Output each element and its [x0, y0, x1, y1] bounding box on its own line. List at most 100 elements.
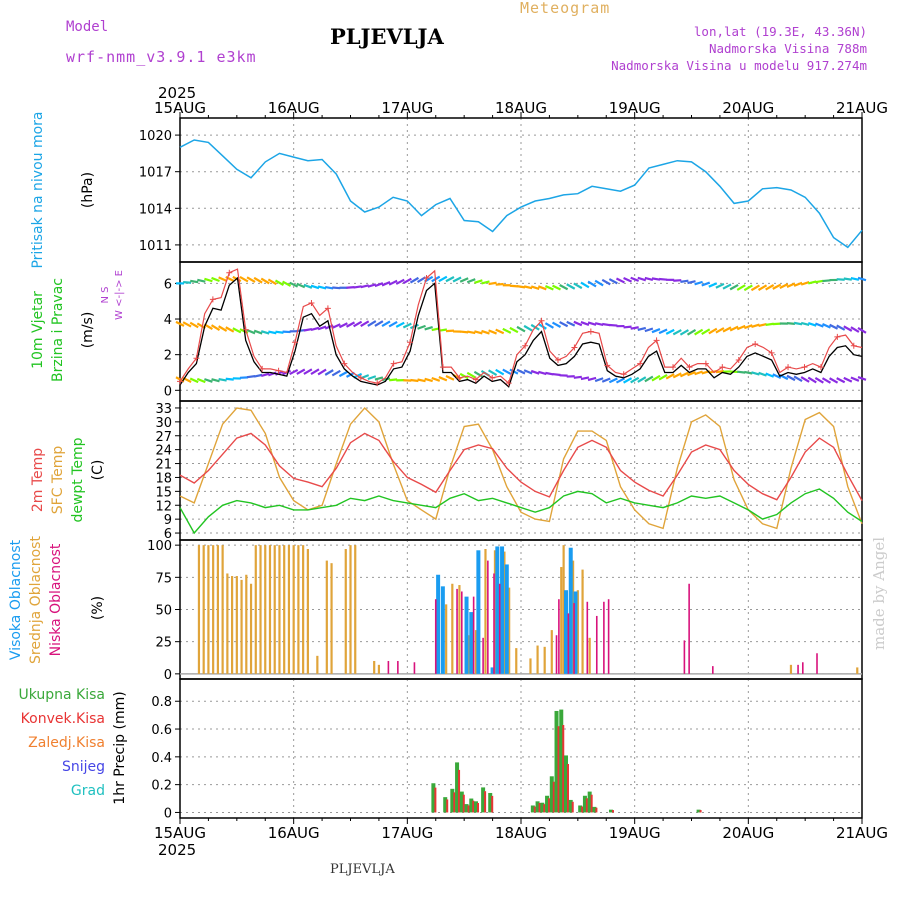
high-cloud-bar — [469, 612, 474, 674]
precip-conv-bar — [538, 802, 541, 813]
wind-gust-marker — [193, 355, 200, 362]
wind-direction-arrow — [744, 370, 753, 375]
y-tick-label: 4 — [164, 313, 172, 328]
mid-cloud-bar — [377, 664, 381, 674]
wind-direction-arrow — [523, 285, 533, 290]
wind-gust-marker — [850, 342, 857, 349]
wind-direction-arrow — [459, 277, 469, 283]
wind-direction-arrow — [658, 374, 668, 381]
precip-total-bar — [464, 804, 469, 813]
wind-direction-arrow — [395, 278, 405, 285]
wind-direction-arrow — [807, 322, 817, 327]
wind-direction-arrow — [367, 320, 377, 327]
wind-direction-arrow — [722, 326, 732, 333]
y-tick-label: 6 — [164, 527, 172, 542]
x-tick-label-bottom: 17AUG — [381, 824, 433, 842]
wind-direction-arrow — [402, 277, 412, 285]
wind-direction-arrow — [325, 285, 334, 290]
wind-direction-arrow — [402, 322, 412, 329]
precip-conv-bar — [585, 798, 588, 813]
precip-conv-bar — [557, 726, 560, 813]
y-tick-label: 0 — [164, 668, 172, 683]
wind-direction-arrow — [189, 321, 199, 329]
precip-conv-bar — [458, 769, 461, 813]
wind-direction-arrow — [672, 329, 682, 336]
wind-direction-arrow — [246, 375, 256, 379]
wind-gust-marker — [472, 376, 479, 383]
wind-direction-arrow — [793, 321, 803, 326]
precip-total-bar — [540, 802, 545, 813]
precip-total-bar — [488, 792, 493, 813]
y-tick-label: 1017 — [139, 166, 172, 181]
mid-cloud-bar — [268, 545, 272, 674]
mid-cloud-bar — [235, 576, 238, 674]
mid-cloud-bar — [245, 574, 248, 674]
x-tick-label-top: 20AUG — [722, 99, 774, 117]
wind-gust-marker — [801, 364, 808, 371]
wind-direction-arrow — [551, 321, 562, 328]
y-tick-label: 25 — [155, 636, 172, 651]
wind-direction-arrow — [190, 279, 199, 284]
mid-cloud-bar — [221, 545, 224, 674]
mid-cloud-bar — [474, 630, 478, 674]
wind-direction-arrow — [566, 283, 576, 290]
page-title: PLJEVLJA — [330, 24, 444, 49]
mid-cloud-bar — [349, 545, 352, 674]
wind-direction-arrow — [388, 321, 398, 328]
mid-cloud-bar — [207, 545, 210, 674]
wind-direction-arrow — [246, 328, 256, 335]
wind-gust-marker — [752, 340, 759, 347]
wind-direction-arrow — [296, 282, 306, 289]
wind-direction-arrow — [843, 376, 853, 383]
wind-direction-arrow — [580, 376, 590, 381]
wind-direction-arrow — [608, 377, 618, 384]
wind-direction-arrow — [615, 377, 625, 384]
wind-direction-arrow — [573, 320, 583, 327]
precip-conv-bar — [453, 792, 456, 813]
pressure-axis-title: Pritisak na nivou mora — [30, 111, 46, 268]
mid-cloud-bar — [264, 545, 267, 674]
high-cloud-bar — [504, 564, 509, 674]
wind-direction-arrow — [225, 377, 234, 381]
precip-total-bar — [559, 709, 564, 813]
low-cloud-bar — [413, 662, 416, 674]
wind-direction-arrow — [580, 321, 590, 326]
mid-cloud-bar — [503, 551, 506, 674]
x-tick-label-top: 17AUG — [381, 99, 433, 117]
mid-cloud-bar — [562, 545, 565, 674]
wind-direction-arrow — [587, 376, 597, 382]
y-tick-label: 75 — [155, 571, 172, 586]
wind-direction-arrow — [445, 276, 455, 283]
y-tick-label: 6 — [164, 277, 172, 292]
mid-cloud-bar — [202, 545, 205, 674]
wind-direction-arrow — [808, 280, 817, 285]
wind-direction-arrow — [566, 320, 576, 327]
wind-axis-title2: Brzina i Pravac — [50, 278, 66, 382]
wind-direction-arrow — [658, 277, 668, 281]
wind-direction-arrow — [239, 275, 249, 283]
y-tick-label: 2 — [164, 349, 172, 364]
wind-direction-arrow — [409, 276, 419, 284]
wind-direction-arrow — [679, 329, 689, 336]
temp-axis-title: 2m Temp — [30, 448, 46, 512]
wind-direction-arrow — [253, 276, 263, 284]
wind-direction-arrow — [737, 370, 746, 374]
wind-direction-arrow — [750, 284, 761, 292]
wind-direction-arrow — [757, 284, 768, 291]
mid-cloud-bar — [273, 545, 276, 674]
wind-direction-arrow — [786, 282, 796, 288]
temp-axis-unit: (C) — [90, 460, 106, 481]
wind-direction-arrow — [800, 321, 810, 326]
y-tick-label: 15 — [155, 485, 172, 500]
wind-direction-arrow — [481, 329, 490, 335]
x-tick-label-bottom: 15AUG — [154, 824, 206, 842]
wind-direction-arrow — [324, 369, 334, 376]
low-cloud-bar — [603, 601, 605, 674]
precip-conv-bar — [446, 799, 449, 813]
wind-direction-arrow — [630, 326, 639, 330]
precip-total-bar — [481, 787, 486, 813]
wind-direction-arrow — [488, 281, 497, 286]
precip-total-bar — [582, 795, 587, 813]
wind-direction-arrow — [481, 280, 490, 285]
